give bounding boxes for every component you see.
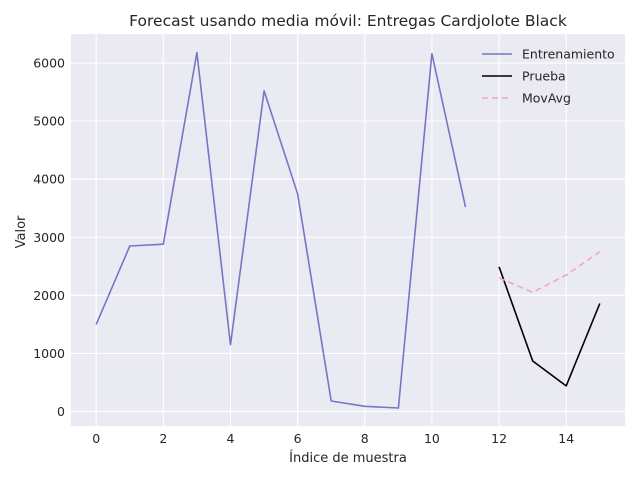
chart-title: Forecast usando media móvil: Entregas Ca… xyxy=(129,12,567,30)
y-tick-label: 1000 xyxy=(33,346,65,361)
series-line-movavg xyxy=(498,251,601,294)
x-axis-label: Índice de muestra xyxy=(289,450,407,466)
x-tick-label: 2 xyxy=(159,431,167,446)
x-tick-label: 6 xyxy=(294,431,302,446)
x-tick-label: 14 xyxy=(558,431,574,446)
legend: Entrenamiento Prueba MovAvg xyxy=(482,47,615,106)
series-line-prueba xyxy=(498,266,601,387)
y-axis-label: Valor xyxy=(14,215,29,248)
legend-label: Prueba xyxy=(522,69,566,84)
legend-label: Entrenamiento xyxy=(522,47,615,62)
y-tick-label: 6000 xyxy=(33,56,65,71)
y-tick-label: 3000 xyxy=(33,230,65,245)
y-tick-label: 2000 xyxy=(33,288,65,303)
series-layer xyxy=(95,51,601,409)
series-line-entrenamiento xyxy=(95,51,467,409)
grid xyxy=(71,34,625,426)
x-tick-label: 10 xyxy=(424,431,440,446)
x-tick-label: 8 xyxy=(361,431,369,446)
legend-label: MovAvg xyxy=(522,91,571,106)
x-axis: 0 2 4 6 8 10 12 14 xyxy=(92,431,574,446)
y-axis: 0 1000 2000 3000 4000 5000 6000 xyxy=(33,56,65,419)
x-tick-label: 12 xyxy=(491,431,507,446)
y-tick-label: 4000 xyxy=(33,172,65,187)
y-tick-label: 0 xyxy=(57,404,65,419)
x-tick-label: 4 xyxy=(227,431,235,446)
y-tick-label: 5000 xyxy=(33,114,65,129)
x-tick-label: 0 xyxy=(92,431,100,446)
